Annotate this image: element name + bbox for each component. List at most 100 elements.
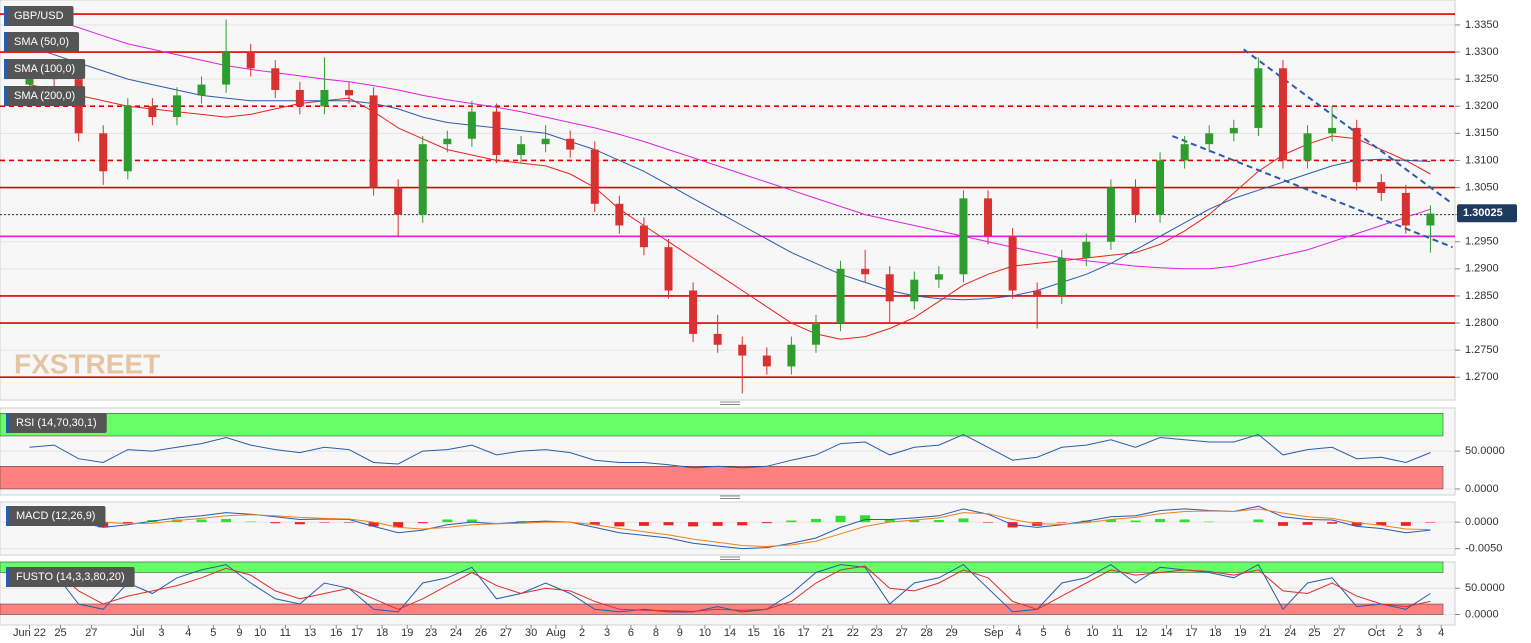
histogram-bar [245, 521, 256, 523]
histogram-bar [368, 522, 379, 527]
y-tick-label: 1.3250 [1465, 73, 1499, 85]
histogram-bar [933, 520, 944, 523]
histogram-bar [835, 515, 846, 523]
y-tick-label: -0.0050 [1465, 543, 1502, 555]
candle-body [1401, 192, 1410, 226]
histogram-bar [958, 518, 969, 523]
candle-body [811, 323, 820, 345]
x-tick-label: 25 [54, 627, 66, 639]
histogram-bar [270, 522, 281, 524]
x-tick-label: 3 [158, 627, 164, 639]
candle-body [1352, 127, 1361, 183]
histogram-bar [1130, 520, 1141, 523]
candle-body [910, 279, 919, 302]
label-box-edge [4, 32, 7, 52]
x-tick-label: 4 [1015, 627, 1021, 639]
x-tick-label: Jul [130, 627, 144, 639]
x-tick-label: 3 [604, 627, 610, 639]
x-tick-label: 17 [1185, 627, 1197, 639]
x-tick-label: 4 [185, 627, 191, 639]
y-tick-label: 1.2850 [1465, 290, 1499, 302]
histogram-bar [1056, 522, 1067, 523]
histogram-bar [1204, 521, 1215, 523]
candle-body [566, 138, 575, 150]
sma-line [29, 10, 1431, 270]
histogram-bar [442, 519, 453, 523]
last-price-box [1457, 204, 1517, 223]
candle-body [1229, 127, 1238, 134]
x-tick-label: 12 [1135, 627, 1147, 639]
histogram-bar [688, 522, 699, 527]
histogram-bar [614, 522, 625, 527]
histogram-bar [1302, 522, 1313, 525]
x-tick-label: 11 [280, 627, 291, 639]
label-text: RSI (14,70,30,1) [16, 417, 97, 429]
candle-body [934, 274, 943, 280]
x-tick-label: 5 [1041, 627, 1047, 639]
x-tick-label: 22 [847, 627, 859, 639]
candle-body [1254, 68, 1263, 128]
label-box [4, 32, 80, 52]
overbought-zone [0, 413, 1444, 437]
x-tick-label: 10 [254, 627, 266, 639]
candle-body [1033, 290, 1042, 296]
histogram-bar [860, 515, 871, 523]
x-tick-label: 9 [236, 627, 242, 639]
candle-body [492, 111, 501, 156]
candle-body [1278, 68, 1287, 161]
candle-body [1180, 144, 1189, 161]
label-box [4, 59, 86, 79]
candle-body [1057, 257, 1066, 296]
histogram-bar [884, 519, 895, 523]
histogram-bar [909, 520, 920, 523]
x-tick-label: 6 [1065, 627, 1071, 639]
y-tick-label: 1.3200 [1465, 100, 1499, 112]
candle-body [74, 79, 83, 134]
candle-body [787, 344, 796, 367]
watermark: FXSTREET [14, 348, 160, 379]
histogram-bar [983, 522, 994, 523]
x-tick-label: 18 [1209, 627, 1221, 639]
candle-body [615, 203, 624, 226]
label-text: MACD (12,26,9) [16, 510, 95, 522]
candle-body [1008, 236, 1017, 291]
x-tick-label: 27 [500, 627, 512, 639]
candle-body [713, 333, 722, 345]
histogram-bar [196, 519, 207, 523]
x-tick-label: 17 [798, 627, 810, 639]
y-tick-label: 1.3350 [1465, 19, 1499, 31]
candle-body [271, 68, 280, 90]
candle-body [295, 89, 304, 107]
label-box [4, 6, 74, 26]
y-tick-label: 1.2900 [1465, 263, 1499, 275]
x-tick-label: 21 [1259, 627, 1271, 639]
x-tick-label: Aug [546, 627, 566, 639]
x-tick-label: Oct [1368, 627, 1385, 639]
x-tick-label: 27 [896, 627, 908, 639]
x-tick-label: Jun 22 [13, 627, 46, 639]
panel-grips [720, 401, 740, 560]
histogram-bar [1179, 519, 1190, 523]
x-tick-label: 2 [1397, 627, 1403, 639]
label-box [6, 567, 135, 587]
x-tick-label: 3 [1416, 627, 1422, 639]
label-box-edge [4, 86, 7, 106]
histogram-bar [589, 522, 600, 525]
candle-body [1156, 160, 1165, 215]
x-tick-label: 25 [1308, 627, 1320, 639]
x-tick-label: 19 [401, 627, 413, 639]
label-text: SMA (50,0) [14, 36, 69, 48]
histogram-bar [294, 522, 305, 525]
candle-body [959, 198, 968, 275]
candle-body [590, 149, 599, 204]
x-tick-label: 14 [724, 627, 736, 639]
y-tick-label: 1.3050 [1465, 181, 1499, 193]
candle-body [1328, 127, 1337, 134]
histogram-bar [1105, 519, 1116, 523]
histogram-bar [737, 522, 748, 526]
candle-body [689, 290, 698, 334]
x-tick-label: 29 [946, 627, 958, 639]
trend-line [1243, 48, 1454, 205]
x-tick-label: 6 [628, 627, 634, 639]
